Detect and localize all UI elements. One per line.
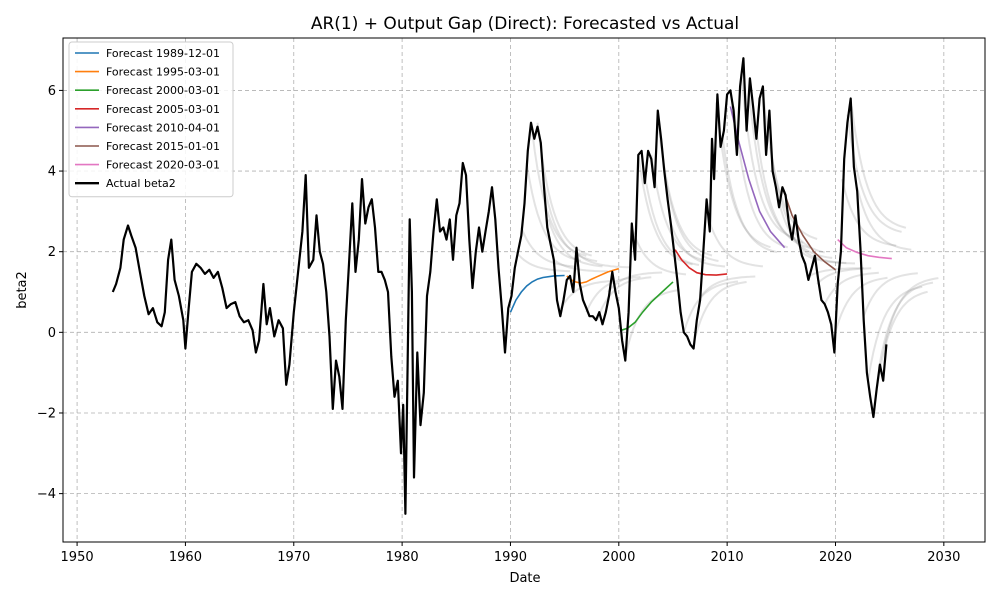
background-forecast-line — [832, 276, 888, 341]
x-tick-label: 2000 — [602, 550, 635, 565]
x-tick-label: 2010 — [711, 550, 744, 565]
background-forecast-line — [721, 138, 778, 254]
background-forecast-line — [558, 279, 614, 313]
background-forecast-line — [607, 271, 663, 293]
y-tick-label: 4 — [48, 165, 56, 180]
axis-ticks: 1950 1960 1970 1980 1990 2000 2010 2020 2030 −4 −2… — [37, 84, 961, 565]
background-forecast-line — [650, 154, 706, 262]
x-tick-label: 1980 — [386, 550, 419, 565]
background-forecast-line — [841, 178, 897, 247]
legend-label: Forecast 1989-12-01 — [106, 47, 220, 60]
background-forecast-line — [630, 227, 687, 276]
legend-label: Forecast 2010-04-01 — [106, 121, 220, 134]
background-forecast-line — [877, 281, 934, 369]
background-forecast-line — [823, 271, 879, 305]
y-tick-label: −4 — [37, 487, 56, 502]
legend-label: Forecast 2005-03-01 — [106, 103, 220, 116]
y-tick-label: 6 — [48, 84, 56, 99]
y-tick-label: 2 — [48, 245, 56, 260]
background-forecast-line — [883, 277, 939, 349]
plot-frame — [62, 37, 986, 543]
background-forecast-line — [761, 90, 818, 240]
background-forecast-line — [669, 223, 726, 268]
background-forecast-line — [777, 199, 833, 259]
background-forecast-line — [707, 219, 764, 268]
background-forecast-line — [809, 267, 864, 277]
y-axis-title: beta2 — [15, 271, 30, 309]
legend-label: Forecast 1995-03-01 — [106, 66, 220, 79]
forecast-line — [566, 267, 620, 284]
background-forecast-line — [553, 258, 609, 273]
legend-box — [68, 41, 234, 198]
background-forecast-line — [536, 122, 592, 257]
x-tick-label: 1990 — [494, 550, 527, 565]
background-forecast-line — [755, 130, 811, 249]
x-tick-label: 1950 — [61, 550, 94, 565]
forecast-line — [674, 249, 728, 276]
background-forecast-line — [862, 272, 918, 317]
background-forecast-line — [515, 251, 571, 273]
x-tick-label: 2030 — [927, 550, 960, 565]
background-forecast-line — [747, 90, 804, 244]
legend-label: Actual beta2 — [106, 177, 176, 190]
x-tick-label: 2020 — [819, 550, 852, 565]
forecast-line — [837, 239, 892, 260]
background-forecast-line — [624, 289, 680, 357]
background-forecast-line — [520, 227, 576, 268]
forecast-line — [509, 274, 565, 313]
background-forecast-lines — [515, 74, 939, 414]
chart-title: AR(1) + Output Gap (Direct): Forecasted … — [311, 14, 739, 34]
background-forecast-line — [643, 174, 700, 266]
y-tick-label: 0 — [48, 326, 56, 341]
forecast-line — [781, 186, 836, 271]
background-forecast-line — [740, 74, 796, 240]
background-forecast-line — [663, 170, 719, 262]
actual-line — [111, 57, 888, 515]
legend-label: Forecast 2015-01-01 — [106, 140, 220, 153]
background-forecast-line — [856, 186, 912, 251]
y-tick-label: −2 — [37, 406, 56, 421]
background-forecast-line — [867, 285, 923, 381]
background-forecast-line — [800, 250, 855, 265]
background-forecast-line — [574, 250, 630, 269]
forecast-line — [729, 106, 786, 249]
legend-label: Forecast 2020-03-01 — [106, 159, 220, 172]
background-forecast-line — [525, 162, 582, 262]
background-forecast-line — [691, 281, 747, 349]
legend-label: Forecast 2000-03-01 — [106, 84, 220, 97]
background-forecast-line — [715, 102, 771, 249]
background-forecast-line — [700, 275, 756, 297]
background-forecast-line — [846, 114, 902, 233]
x-tick-label: 1970 — [277, 550, 310, 565]
x-axis-title: Date — [509, 571, 540, 586]
legend: Forecast 1989-12-01 Forecast 1995-03-01 Fo… — [68, 41, 234, 198]
x-tick-label: 1960 — [169, 550, 202, 565]
background-forecast-line — [732, 106, 789, 249]
background-forecast-line — [872, 290, 928, 414]
background-forecast-line — [596, 276, 652, 321]
background-forecast-line — [682, 280, 739, 333]
background-forecast-line — [542, 178, 598, 263]
actual-series-line — [111, 57, 888, 515]
background-forecast-line — [850, 106, 907, 229]
